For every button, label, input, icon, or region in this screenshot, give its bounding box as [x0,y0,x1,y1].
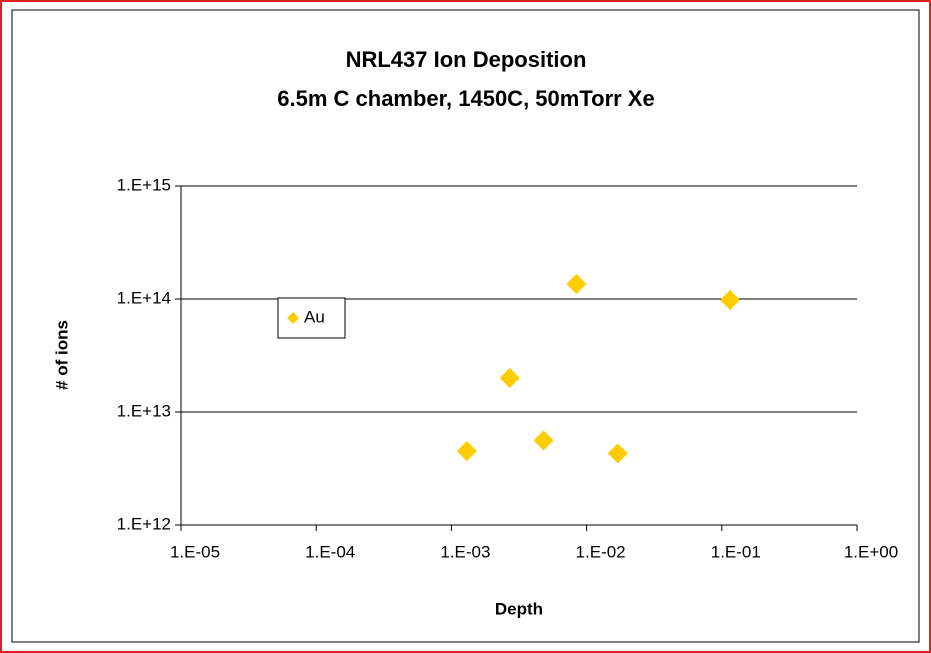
x-tick-label: 1.E-04 [305,542,355,561]
x-axis-title: Depth [495,599,543,618]
data-point [533,430,554,451]
y-tick-label: 1.E+13 [117,401,171,420]
data-point [720,289,741,310]
data-point [607,443,628,464]
x-tick-label: 1.E-03 [440,542,490,561]
data-point [499,367,520,388]
data-point [566,273,587,294]
y-tick-label: 1.E+15 [117,175,171,194]
x-tick-label: 1.E+00 [844,542,898,561]
plot-area [181,186,857,525]
y-tick-label: 1.E+12 [117,514,171,533]
x-tick-label: 1.E-05 [170,542,220,561]
y-tick-label: 1.E+14 [117,288,171,307]
chart-title: NRL437 Ion Deposition [346,47,587,72]
data-point [456,441,477,462]
x-tick-label: 1.E-01 [711,542,761,561]
y-axis-title: # of ions [52,320,71,390]
x-tick-label: 1.E-02 [576,542,626,561]
chart-subtitle: 6.5m C chamber, 1450C, 50mTorr Xe [277,86,654,111]
legend-label: Au [304,307,325,326]
legend-marker [287,312,299,324]
